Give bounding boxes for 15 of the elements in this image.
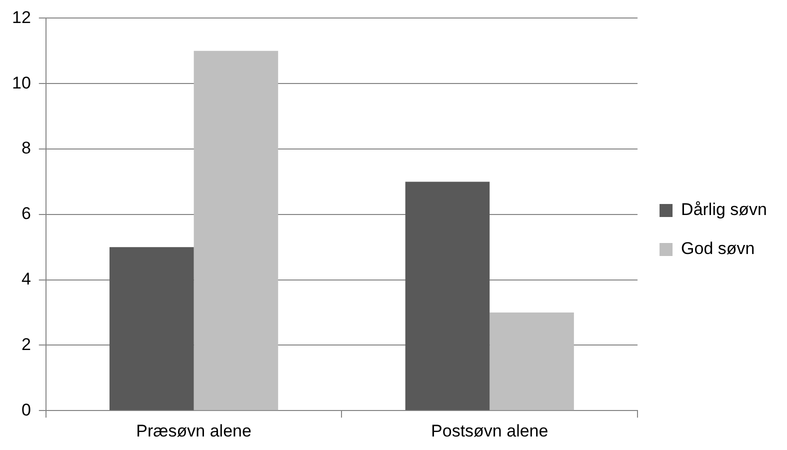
- bar: [194, 50, 278, 410]
- bar: [110, 247, 194, 410]
- y-tick-label: 4: [21, 269, 31, 288]
- bar: [490, 312, 574, 410]
- y-tick-label: 6: [21, 204, 31, 224]
- bar: [405, 182, 490, 410]
- y-tick-label: 12: [12, 8, 31, 27]
- y-tick-label: 10: [12, 73, 31, 92]
- legend-label: Dårlig søvn: [681, 200, 768, 220]
- y-tick-label: 0: [21, 400, 31, 420]
- x-tick-label: Præsøvn alene: [136, 421, 252, 440]
- y-tick-label: 2: [21, 334, 31, 354]
- x-tick-label: Postsøvn alene: [431, 421, 548, 440]
- legend-label: God søvn: [681, 239, 755, 258]
- y-tick-label: 8: [21, 138, 31, 158]
